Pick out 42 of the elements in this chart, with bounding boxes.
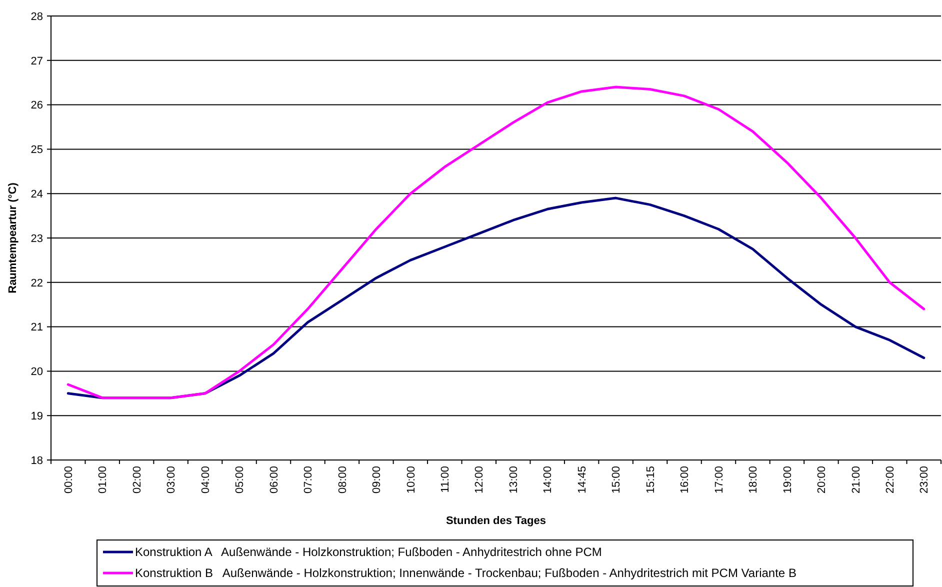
x-tick-label: 01:00 <box>97 466 110 494</box>
y-tick-label: 27 <box>30 55 43 68</box>
y-tick-label: 20 <box>30 366 43 378</box>
x-tick-label: 08:00 <box>336 466 349 494</box>
y-axis-title: Raumtempeartur (°C) <box>7 182 19 294</box>
x-tick-label: 10:00 <box>405 466 418 494</box>
x-tick-label: 14:00 <box>542 466 554 494</box>
y-tick-label: 24 <box>30 188 43 200</box>
x-tick-label: 17:00 <box>713 466 726 494</box>
x-tick-label: 02:00 <box>131 466 144 494</box>
y-tick-label: 21 <box>30 322 43 334</box>
x-tick-label: 15:00 <box>610 466 623 494</box>
x-tick-label: 05:00 <box>234 466 246 494</box>
x-tick-label: 15:15 <box>644 466 657 494</box>
y-tick-label: 19 <box>30 410 43 422</box>
x-tick-label: 00:00 <box>62 466 75 494</box>
x-tick-label: 07:00 <box>302 466 315 494</box>
legend-label: Konstruktion A Außenwände - Holzkonstruktion; Fußboden - Anhydritestrich ohne PCM <box>135 545 602 560</box>
line-series <box>66 86 926 400</box>
x-tick-label: 04:00 <box>200 466 212 494</box>
x-tick-label: 20:00 <box>816 466 828 494</box>
x-tick-label: 23:00 <box>918 466 931 494</box>
legend-label: Konstruktion B Außenwände - Holzkonstruktion; Innenwände - Trockenbau; Fußboden - Anhydritestrich mit PCM Variante B <box>135 566 796 580</box>
x-tick-label: 09:00 <box>371 466 384 494</box>
y-tick-label: 22 <box>30 277 43 290</box>
x-tick-label: 22:00 <box>884 466 897 494</box>
x-tick-label: 16:00 <box>679 466 692 494</box>
y-tick-label: 23 <box>30 232 43 245</box>
x-tick-label: 06:00 <box>268 466 280 494</box>
x-tick-label: 03:00 <box>166 466 178 494</box>
x-tick-label: 13:00 <box>508 466 520 494</box>
x-tick-label: 14:45 <box>576 466 588 494</box>
x-tick-label: 18:00 <box>748 466 760 494</box>
x-tick-label: 19:00 <box>782 466 794 494</box>
x-tick-label: 12:00 <box>474 466 486 494</box>
x-axis-title: Stunden des Tages <box>446 515 546 527</box>
x-tick-label: 21:00 <box>850 466 862 494</box>
y-tick-label: 18 <box>30 454 43 467</box>
y-tick-label: 28 <box>30 10 43 23</box>
y-tick-label: 25 <box>30 144 43 156</box>
x-tick-label: 11:00 <box>440 466 452 493</box>
y-tick-label: 26 <box>30 100 43 112</box>
